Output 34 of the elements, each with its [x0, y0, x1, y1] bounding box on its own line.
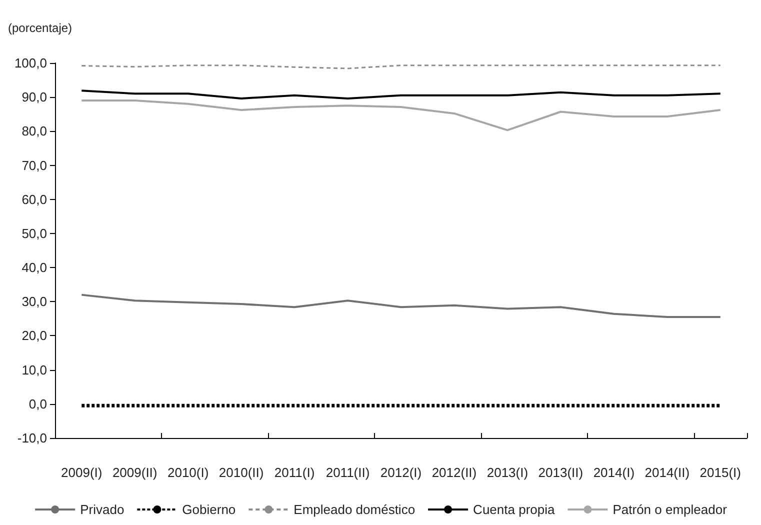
- y-tick-label: 20,0: [22, 328, 47, 344]
- y-tick-label: 70,0: [22, 158, 47, 173]
- line-series: [80, 90, 722, 100]
- y-tick-label: 40,0: [22, 260, 47, 276]
- x-tick-label: 2014(I): [593, 465, 635, 480]
- y-axis-title: (porcentaje): [8, 21, 72, 35]
- x-tick-label: 2012(II): [432, 465, 477, 480]
- x-tick-label: 2015(I): [700, 465, 741, 480]
- y-tick-label: 30,0: [22, 294, 47, 310]
- y-tick-label: 90,0: [22, 90, 47, 105]
- legend-label: Empleado doméstico: [294, 502, 416, 517]
- x-tick-label: 2011(II): [326, 465, 370, 480]
- x-tick-label: 2014(II): [644, 465, 690, 480]
- x-tick-label: 2012(I): [380, 465, 422, 480]
- legend-label: Privado: [80, 502, 124, 517]
- x-tick-label: 2010(I): [167, 465, 209, 480]
- legend-label: Gobierno: [182, 502, 236, 517]
- x-tick-label: 2013(II): [538, 465, 584, 480]
- y-tick-label: -10,0: [17, 430, 47, 446]
- line-series: [80, 100, 722, 132]
- y-tick-label: 50,0: [22, 226, 47, 241]
- y-tick-label: 100,0: [14, 56, 47, 70]
- y-tick-label: 10,0: [22, 362, 47, 378]
- legend-label: Cuenta propia: [473, 502, 556, 517]
- y-tick-label: 60,0: [22, 192, 47, 207]
- x-tick-label: 2011(I): [274, 465, 315, 480]
- legend-label: Patrón o empleador: [612, 502, 728, 517]
- y-tick-label: 0,0: [28, 396, 47, 412]
- line-series: [80, 294, 722, 318]
- x-tick-label: 2009(I): [61, 465, 102, 480]
- x-tick-label: 2010(II): [218, 465, 264, 480]
- y-tick-label: 80,0: [22, 124, 47, 139]
- x-tick-label: 2009(II): [112, 465, 158, 480]
- x-tick-label: 2013(I): [486, 465, 528, 480]
